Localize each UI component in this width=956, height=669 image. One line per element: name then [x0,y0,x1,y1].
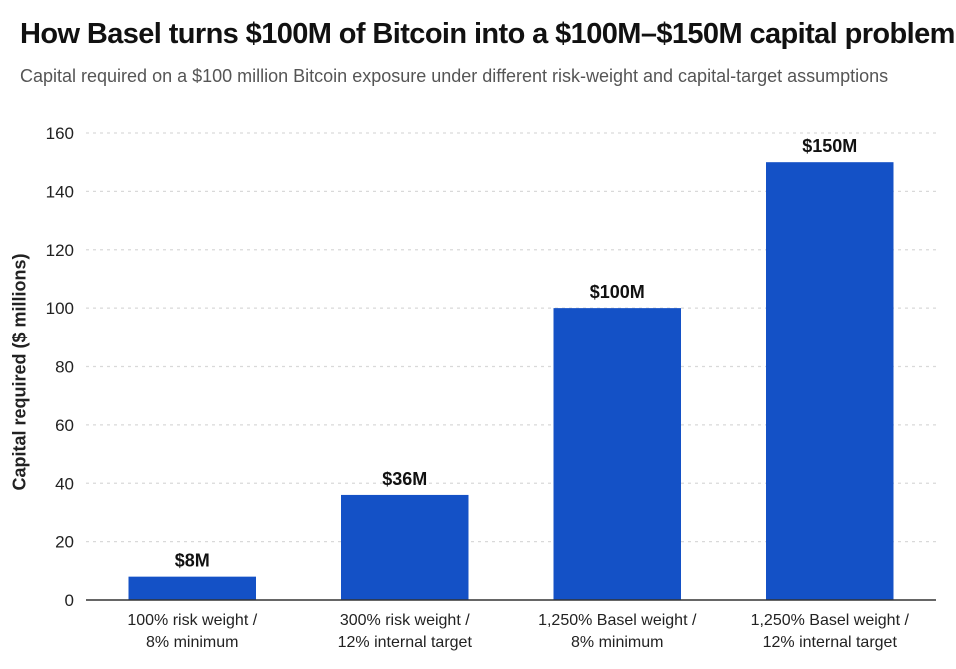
y-tick-label: 160 [46,124,74,143]
x-category-label: 1,250% Basel weight / [751,612,910,629]
x-category-label: 8% minimum [146,634,238,651]
y-tick-label: 40 [55,474,74,493]
x-axis-category-labels: 100% risk weight / 8% minimum 300% risk we… [127,612,909,651]
bar [766,162,894,600]
y-tick-label: 100 [46,299,74,318]
chart-title: How Basel turns $100M of Bitcoin into a … [20,18,955,50]
bar [341,494,469,600]
x-category-label: 8% minimum [571,634,663,651]
y-tick-label: 0 [65,591,74,610]
bars [128,162,894,600]
y-tick-label: 140 [46,182,74,201]
x-category-label: 300% risk weight / [340,612,470,629]
y-tick-label: 20 [55,533,74,552]
x-category-label: 12% internal target [763,634,898,651]
bar-value-label: $150M [802,136,857,156]
bar-value-label: $36M [382,469,427,489]
x-category-label: 1,250% Basel weight / [538,612,697,629]
y-tick-label: 120 [46,241,74,260]
bar-data-labels: $8M $36M $100M $150M [175,136,858,570]
bar [553,308,681,600]
chart-subtitle: Capital required on a $100 million Bitco… [20,66,889,86]
y-tick-label: 60 [55,416,74,435]
x-category-label: 100% risk weight / [127,612,257,629]
bar [128,576,256,600]
y-tick-label: 80 [55,358,74,377]
x-category-label: 12% internal target [338,634,473,651]
bar-value-label: $100M [590,282,645,302]
bar-value-label: $8M [175,551,210,571]
y-axis-ticks: 0 20 40 60 80 100 120 140 160 [46,124,74,610]
